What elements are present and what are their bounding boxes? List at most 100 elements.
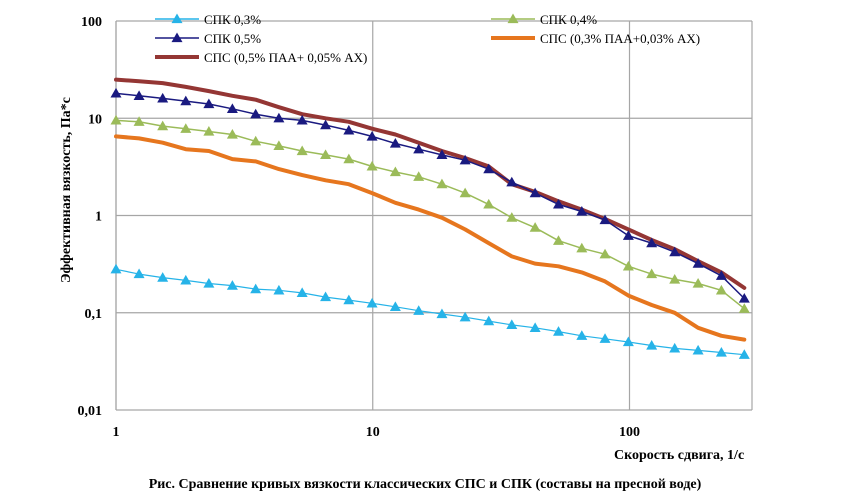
series-0-point-10 (343, 294, 355, 305)
series-1-point-5 (226, 129, 238, 139)
series-0 (110, 263, 750, 359)
y-tick-label-2: 1 (95, 210, 102, 225)
series-1-point-4 (203, 126, 215, 136)
series-1-point-6 (250, 135, 262, 146)
series-0-point-21 (599, 333, 611, 343)
x-tick-label-1: 10 (366, 425, 380, 440)
series-1-point-27 (738, 303, 750, 313)
series-0-point-26 (715, 347, 727, 357)
series-2-point-13 (413, 143, 425, 154)
x-tick-label-0: 1 (113, 425, 120, 440)
series-0-point-0 (110, 263, 122, 274)
series-1-point-13 (413, 171, 425, 181)
series-1-point-22 (622, 260, 634, 271)
series-0-point-20 (576, 330, 588, 340)
series-1-point-26 (715, 284, 727, 295)
series-0-point-12 (389, 301, 401, 311)
series-2-point-9 (320, 119, 332, 130)
series-2-point-0 (110, 87, 122, 98)
series-0-point-23 (646, 340, 658, 350)
series-2-point-2 (157, 92, 169, 103)
legend-item-4: СПС (0,5% ПАА+ 0,05% АХ) (155, 50, 367, 65)
legend-label-4: СПС (0,5% ПАА+ 0,05% АХ) (204, 50, 367, 65)
series-1-point-16 (483, 198, 495, 209)
series-1-point-11 (366, 160, 378, 171)
series-1-point-21 (599, 248, 611, 259)
series-2-point-17 (506, 176, 518, 187)
series-1-point-24 (669, 273, 681, 284)
y-tick-label-0: 0,01 (78, 404, 103, 419)
series-2-point-25 (692, 258, 704, 268)
legend: СПК 0,3% СПК 0,5% СПС (0,5% ПАА+ 0,05% АХ)… (155, 12, 700, 65)
series-0-point-9 (320, 291, 332, 302)
series-2-point-8 (296, 114, 308, 125)
legend-item-0: СПК 0,3% (155, 12, 261, 27)
series-1-point-12 (389, 166, 401, 177)
legend-label-0: СПК 0,3% (204, 12, 261, 27)
series-2 (110, 87, 750, 303)
figure-caption: Рис. Сравнение кривых вязкости классичес… (148, 477, 702, 492)
plot-area (115, 21, 753, 410)
series-2-line (115, 92, 746, 300)
series-0-point-18 (529, 322, 541, 332)
series-2-point-15 (459, 154, 471, 165)
legend-label-3: СПС (0,3% ПАА+0,03% АХ) (540, 31, 700, 46)
series-1-point-10 (343, 153, 355, 164)
y-tick-label-1: 0,1 (85, 307, 103, 322)
series-1-point-19 (552, 235, 564, 245)
series-2-point-21 (599, 214, 611, 225)
series-0-point-14 (436, 308, 448, 319)
series-0-point-24 (669, 342, 681, 353)
series-3-line (114, 134, 747, 342)
series-2-point-6 (250, 108, 262, 119)
series-0-point-11 (366, 297, 378, 308)
y-tick-label-3: 10 (88, 112, 102, 127)
legend-marker-1 (507, 13, 519, 24)
series-1-point-0 (110, 114, 122, 125)
series-layer (110, 77, 750, 359)
series-2-point-19 (552, 198, 564, 209)
tick-labels: 0,01 0,1 1 10 100 1 10 100 (78, 15, 640, 440)
series-1-point-17 (506, 212, 518, 222)
series-0-point-25 (692, 344, 704, 355)
series-1-line (115, 119, 746, 310)
legend-marker-2 (171, 32, 183, 43)
series-4 (114, 77, 747, 290)
x-tick-label-2: 100 (619, 425, 640, 440)
series-1-point-7 (273, 140, 285, 150)
legend-item-3: СПС (0,3% ПАА+0,03% АХ) (491, 31, 700, 46)
legend-label-2: СПК 0,5% (204, 31, 261, 46)
series-1-point-9 (320, 149, 332, 160)
series-0-line (115, 268, 745, 356)
series-2-point-18 (529, 187, 541, 198)
series-1 (110, 114, 750, 313)
series-0-point-17 (506, 319, 518, 330)
series-1-point-3 (180, 123, 192, 133)
series-4-line (114, 77, 747, 290)
series-1-point-15 (459, 187, 471, 198)
series-2-point-27 (738, 293, 750, 303)
series-1-point-18 (529, 222, 541, 232)
series-2-point-20 (576, 205, 588, 216)
series-1-point-8 (296, 145, 308, 156)
series-2-point-14 (436, 149, 448, 160)
series-2-point-5 (226, 103, 238, 113)
series-2-point-11 (366, 130, 378, 141)
series-0-point-2 (157, 272, 169, 282)
series-0-point-16 (483, 315, 495, 326)
series-0-point-13 (413, 305, 425, 315)
legend-label-1: СПК 0,4% (540, 12, 597, 27)
series-2-point-16 (483, 163, 495, 174)
x-axis-title: Скорость сдвига, 1/с (614, 448, 744, 463)
series-0-point-19 (552, 326, 564, 336)
series-2-point-26 (715, 270, 727, 280)
series-0-point-4 (203, 277, 215, 288)
series-1-point-14 (436, 178, 448, 189)
series-0-point-15 (459, 311, 471, 322)
series-0-point-22 (622, 336, 634, 347)
series-1-point-23 (646, 268, 658, 279)
series-2-point-10 (343, 124, 355, 135)
series-1-point-2 (157, 120, 169, 131)
series-2-point-24 (669, 246, 681, 257)
series-0-point-3 (180, 274, 192, 285)
